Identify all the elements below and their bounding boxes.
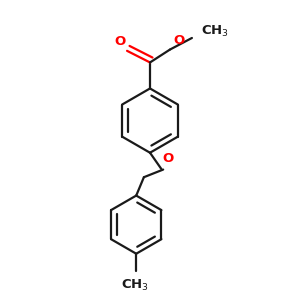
Text: O: O [173,34,184,47]
Text: CH$_3$: CH$_3$ [201,24,229,39]
Text: CH$_3$: CH$_3$ [121,278,149,293]
Text: O: O [115,35,126,48]
Text: O: O [163,152,174,165]
